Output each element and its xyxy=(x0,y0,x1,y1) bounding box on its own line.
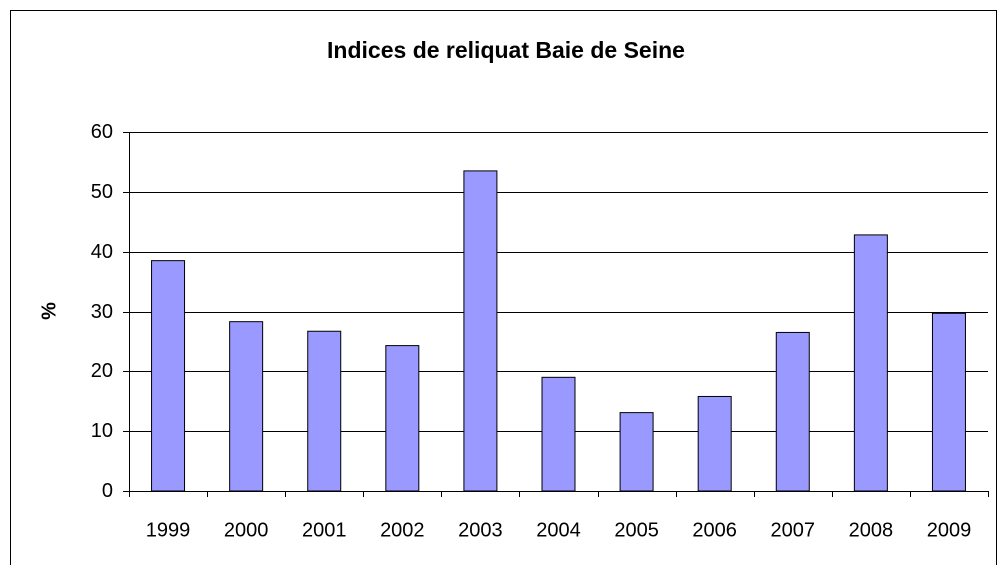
x-tick-label: 2008 xyxy=(849,519,894,541)
x-tick-label: 1999 xyxy=(146,519,191,541)
bar xyxy=(385,345,420,492)
bar xyxy=(619,412,654,492)
y-tick-label: 20 xyxy=(91,360,113,382)
y-tick-label: 40 xyxy=(91,241,113,263)
y-tick-label: 0 xyxy=(102,480,113,502)
y-tick-label: 30 xyxy=(91,301,113,323)
x-tick-label: 2001 xyxy=(302,519,347,541)
bar xyxy=(151,260,186,492)
chart-title: Indices de reliquat Baie de Seine xyxy=(327,37,685,63)
bar xyxy=(775,331,810,492)
bar xyxy=(931,312,966,492)
y-tick-label: 60 xyxy=(91,121,113,143)
x-tick-label: 2004 xyxy=(536,519,581,541)
bar xyxy=(463,170,498,492)
y-tick-label: 50 xyxy=(91,181,113,203)
x-tick-label: 2005 xyxy=(614,519,659,541)
chart-frame xyxy=(10,10,997,565)
x-tick-label: 2009 xyxy=(927,519,972,541)
x-tick-label: 2002 xyxy=(380,519,425,541)
y-tick-label: 10 xyxy=(91,420,113,442)
bar xyxy=(307,330,342,492)
bar xyxy=(541,376,576,492)
y-axis-label: % xyxy=(38,302,60,320)
x-tick-label: 2006 xyxy=(692,519,737,541)
bar xyxy=(697,395,732,492)
bar xyxy=(853,234,888,492)
bar xyxy=(229,321,264,492)
x-tick-label: 2000 xyxy=(224,519,269,541)
x-tick-label: 2007 xyxy=(771,519,816,541)
x-tick-label: 2003 xyxy=(458,519,503,541)
